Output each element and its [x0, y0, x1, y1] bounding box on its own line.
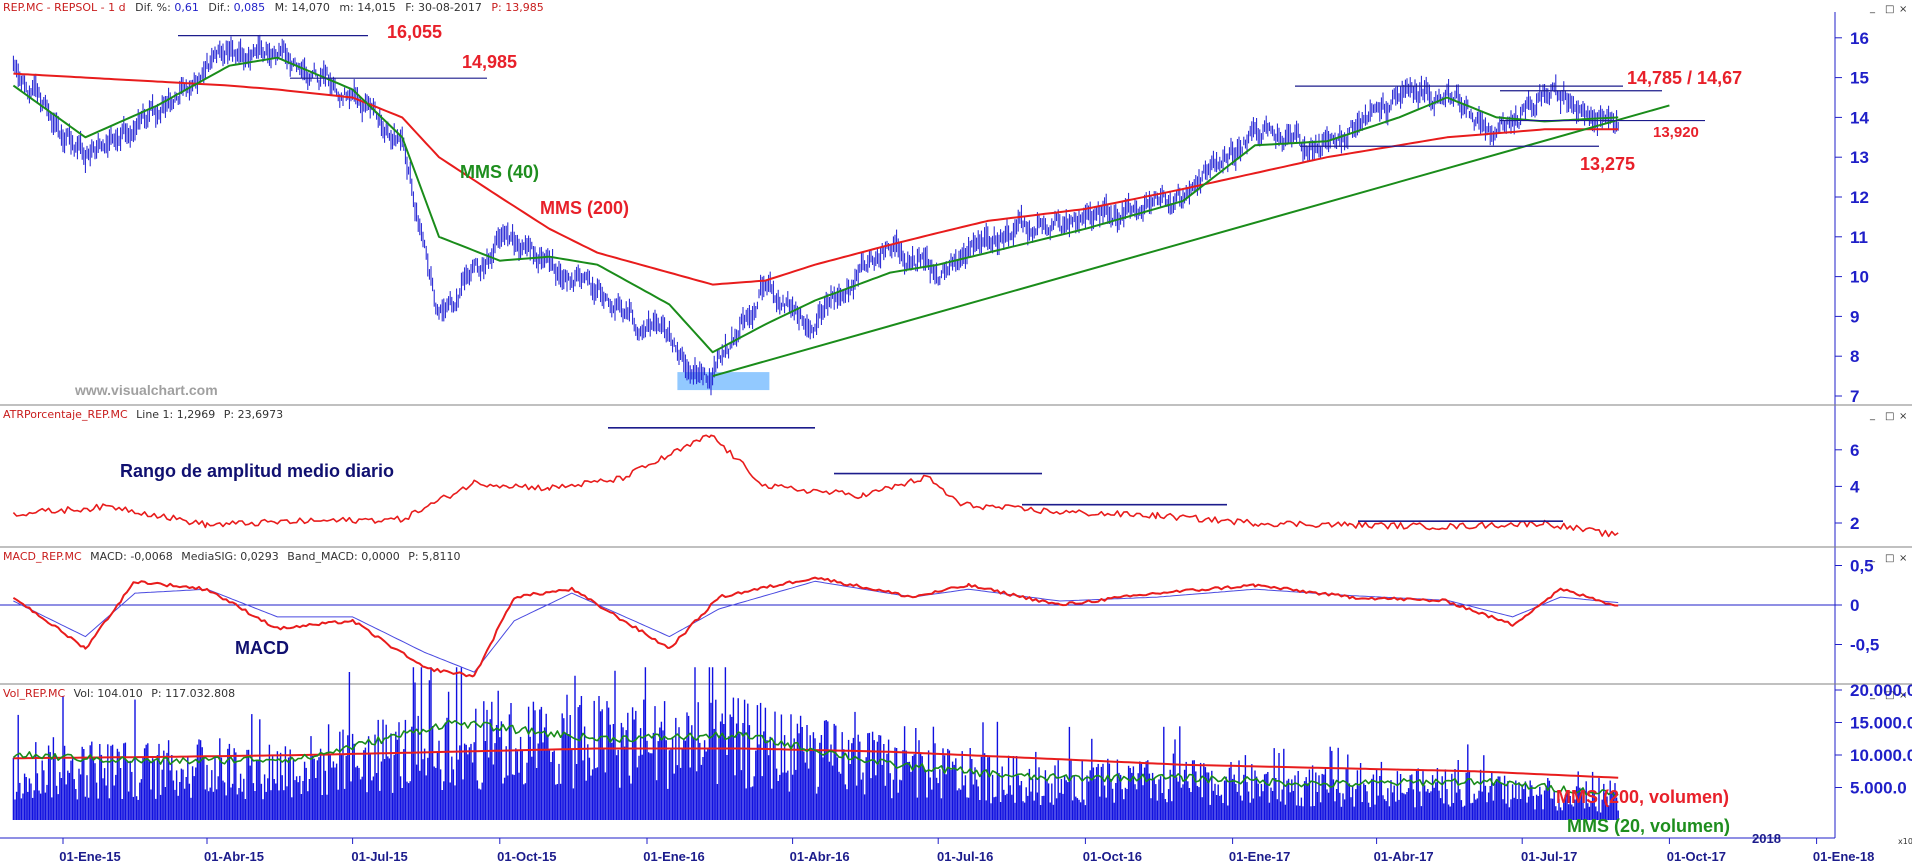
annotation-14985: 14,985: [462, 52, 517, 72]
price-y-tick-label: 12: [1850, 188, 1869, 207]
price-panel-header: REP.MC - REPSOL - 1 d Dif. %: 0,61 Dif.:…: [3, 1, 544, 14]
annotation-range-high: 14,785 / 14,67: [1627, 68, 1742, 88]
price-y-tick-label: 9: [1850, 307, 1859, 326]
annotation-13920: 13,920: [1653, 124, 1699, 141]
axes-layer: 7 8 9 10 11 12 13 14 15 16 2 4 6 -0,5 0 0,5 5.000.0 10.00…: [59, 29, 1912, 864]
volume-sma20-label: MMS (20, volumen): [1567, 816, 1730, 836]
svg-text:_: _: [1869, 3, 1876, 14]
low-highlight-box: [677, 372, 770, 391]
svg-text:×: ×: [1899, 411, 1907, 422]
atr-y-tick-label: 2: [1850, 514, 1859, 533]
x-tick-label: 01-Abr-17: [1374, 849, 1434, 864]
x-tick-label: 01-Oct-16: [1083, 849, 1142, 864]
x-tick-label: 01-Abr-16: [790, 849, 850, 864]
annotation-16055: 16,055: [387, 22, 442, 42]
price-y-tick-label: 7: [1850, 387, 1859, 406]
year-label: 2018: [1752, 831, 1781, 846]
volume-bars: [12, 667, 1619, 820]
x-tick-label: 01-Ene-15: [59, 849, 120, 864]
watermark: www.visualchart.com: [74, 382, 218, 398]
price-y-tick-label: 15: [1850, 69, 1869, 88]
volume-y-tick-label: 15.000.0: [1850, 714, 1912, 733]
x-tick-label: 01-Oct-17: [1667, 849, 1726, 864]
x10-label: x10: [1898, 837, 1912, 846]
svg-text:□: □: [1885, 4, 1894, 15]
atr-panel-header: ATRPorcentaje_REP.MC Line 1: 1,2969 P: 2…: [3, 408, 283, 421]
volume-sma20-line: [12, 719, 1619, 798]
svg-text:_: _: [1869, 410, 1876, 421]
price-y-tick-label: 16: [1850, 29, 1869, 48]
volume-y-tick-label: 10.000.0: [1850, 746, 1912, 765]
support-trendline: [712, 104, 1670, 378]
annotation-sma200: MMS (200): [540, 198, 629, 218]
macd-panel-header: MACD_REP.MC MACD: -0,0068 MediaSIG: 0,02…: [3, 550, 461, 563]
price-layer: [12, 34, 1705, 396]
volume-y-tick-label: 20.000.0: [1850, 681, 1912, 700]
x-tick-label: 01-Ene-17: [1229, 849, 1290, 864]
x-tick-label: 01-Abr-15: [204, 849, 264, 864]
x-tick-label: 01-Ene-18: [1813, 849, 1874, 864]
x-tick-label: 01-Ene-16: [643, 849, 704, 864]
price-y-tick-label: 14: [1850, 108, 1869, 127]
volume-sma200-label: MMS (200, volumen): [1556, 787, 1729, 807]
x-tick-label: 01-Jul-16: [937, 849, 993, 864]
macd-signal-line: [13, 580, 1619, 673]
svg-text:_: _: [1869, 552, 1876, 563]
svg-text:×: ×: [1899, 4, 1907, 15]
atr-layer: [12, 427, 1619, 538]
price-y-tick-label: 10: [1850, 268, 1869, 287]
volume-panel-header: Vol_REP.MC Vol: 104.010 P: 117.032.808: [3, 687, 235, 700]
macd-y-tick-label: 0: [1850, 596, 1859, 615]
svg-text:□: □: [1885, 690, 1894, 701]
atr-y-tick-label: 4: [1850, 477, 1860, 496]
price-bars: [12, 34, 1619, 396]
volume-y-tick-label: 5.000.0: [1850, 779, 1907, 798]
macd-line: [12, 576, 1619, 678]
svg-text:_: _: [1869, 689, 1876, 700]
svg-text:□: □: [1885, 411, 1894, 422]
x-tick-label: 01-Oct-15: [497, 849, 556, 864]
sma200-line: [13, 72, 1619, 286]
svg-text:□: □: [1885, 553, 1894, 564]
annotation-sma40: MMS (40): [460, 162, 539, 182]
sma40-line: [12, 56, 1619, 354]
annotation-13275: 13,275: [1580, 154, 1635, 174]
svg-text:×: ×: [1899, 553, 1907, 564]
macd-y-tick-label: 0,5: [1850, 557, 1874, 576]
x-tick-label: 01-Jul-15: [351, 849, 407, 864]
volume-layer: [12, 667, 1619, 820]
svg-text:×: ×: [1899, 690, 1907, 701]
atr-y-tick-label: 6: [1850, 441, 1859, 460]
x-tick-label: 01-Jul-17: [1521, 849, 1577, 864]
price-y-tick-label: 11: [1850, 228, 1868, 247]
price-y-tick-label: 8: [1850, 347, 1859, 366]
macd-label: MACD: [235, 638, 289, 658]
atr-line: [12, 434, 1619, 538]
macd-layer: [0, 576, 1835, 678]
atr-label: Rango de amplitud medio diario: [120, 461, 394, 481]
panel-window-controls[interactable]: _ □ × _ □ × _ □ × _ □ ×: [1869, 3, 1907, 701]
macd-y-tick-label: -0,5: [1850, 636, 1879, 655]
price-y-tick-label: 13: [1850, 148, 1869, 167]
